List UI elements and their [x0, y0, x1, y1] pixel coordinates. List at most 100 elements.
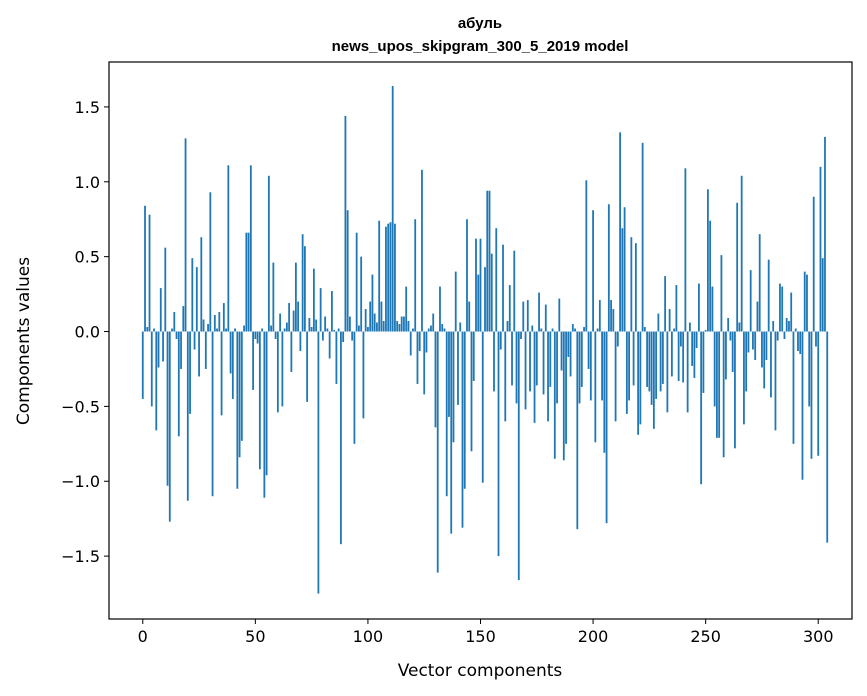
bar-30: [209, 192, 212, 332]
bar-117: [405, 286, 408, 332]
bar-37: [225, 328, 227, 332]
bar-154: [488, 190, 491, 332]
bar-60: [276, 331, 279, 413]
bar-233: [666, 331, 669, 413]
x-axis-ticks: 0 50 100 150 200 250 300: [138, 619, 834, 646]
bar-164: [511, 331, 513, 386]
bar-86: [335, 331, 338, 384]
bar-121: [414, 219, 417, 332]
bar-286: [785, 318, 788, 332]
bar-283: [779, 283, 781, 332]
bar-147: [472, 331, 475, 381]
bar-46: [245, 232, 248, 332]
bar-0: [141, 331, 144, 399]
bar-183: [553, 331, 556, 459]
bar-series: [141, 85, 829, 594]
bar-49: [252, 331, 254, 390]
bar-54: [263, 331, 266, 498]
bar-5: [153, 328, 155, 332]
x-tick-label-6: 300: [803, 627, 834, 646]
bar-13: [171, 328, 173, 332]
bar-25: [198, 331, 200, 377]
bar-130: [434, 331, 437, 428]
bar-202: [596, 328, 599, 332]
bar-27: [202, 319, 205, 332]
bar-112: [394, 223, 396, 332]
x-tick-label-2: 100: [353, 627, 384, 646]
bar-21: [189, 331, 191, 414]
bar-97: [360, 256, 363, 332]
bar-259: [725, 331, 727, 380]
bar-236: [673, 328, 676, 332]
bar-213: [621, 228, 624, 332]
bar-58: [272, 262, 275, 332]
bar-6: [155, 331, 158, 431]
bar-119: [409, 331, 412, 356]
bar-32: [213, 315, 216, 332]
bar-299: [815, 331, 817, 347]
bar-8: [159, 288, 162, 332]
bar-125: [423, 331, 426, 395]
bar-184: [556, 331, 558, 404]
bar-12: [168, 331, 171, 522]
bar-171: [526, 300, 529, 332]
bar-47: [247, 232, 250, 332]
bar-96: [358, 325, 360, 332]
bar-135: [445, 331, 448, 497]
bar-194: [578, 331, 581, 404]
bar-106: [380, 301, 383, 332]
bar-159: [499, 331, 502, 350]
bar-156: [493, 331, 495, 392]
bar-185: [558, 298, 561, 332]
bar-232: [664, 276, 667, 332]
bar-166: [515, 331, 518, 404]
bar-279: [770, 331, 772, 398]
bar-263: [734, 331, 736, 449]
bar-23: [193, 331, 196, 350]
bar-201: [594, 331, 597, 443]
bar-196: [583, 327, 585, 332]
bar-218: [632, 331, 635, 386]
bar-180: [547, 331, 549, 422]
bar-297: [810, 331, 813, 459]
bar-81: [324, 316, 327, 332]
bar-302: [821, 258, 824, 332]
bar-208: [610, 300, 612, 332]
bar-172: [529, 331, 531, 392]
bar-271: [752, 331, 754, 350]
bar-107: [382, 321, 385, 332]
bar-250: [704, 330, 707, 332]
bar-285: [783, 331, 786, 340]
bar-204: [601, 331, 603, 401]
bar-223: [643, 327, 646, 332]
bar-174: [533, 331, 536, 423]
bar-48: [249, 165, 252, 332]
bar-256: [718, 331, 721, 438]
x-tick-label-5: 250: [690, 627, 721, 646]
bar-40: [231, 331, 234, 399]
bar-189: [567, 331, 570, 357]
bar-118: [407, 321, 410, 332]
bar-257: [720, 255, 723, 332]
bar-186: [560, 331, 563, 371]
bar-255: [716, 331, 718, 438]
bar-244: [691, 331, 694, 366]
bar-270: [749, 270, 752, 332]
bar-175: [535, 331, 538, 386]
bar-173: [531, 325, 534, 332]
bar-29: [207, 324, 209, 332]
y-tick-label-5: 1.0: [75, 173, 100, 192]
bar-248: [700, 331, 703, 485]
bar-111: [391, 85, 394, 332]
bar-55: [265, 331, 268, 476]
bar-51: [256, 331, 259, 344]
bar-84: [331, 291, 333, 332]
bar-71: [301, 234, 304, 332]
bar-116: [403, 316, 405, 332]
bar-129: [432, 313, 435, 332]
bar-100: [367, 327, 369, 332]
bar-289: [792, 331, 795, 444]
bar-101: [369, 301, 372, 332]
bar-91: [346, 210, 349, 332]
